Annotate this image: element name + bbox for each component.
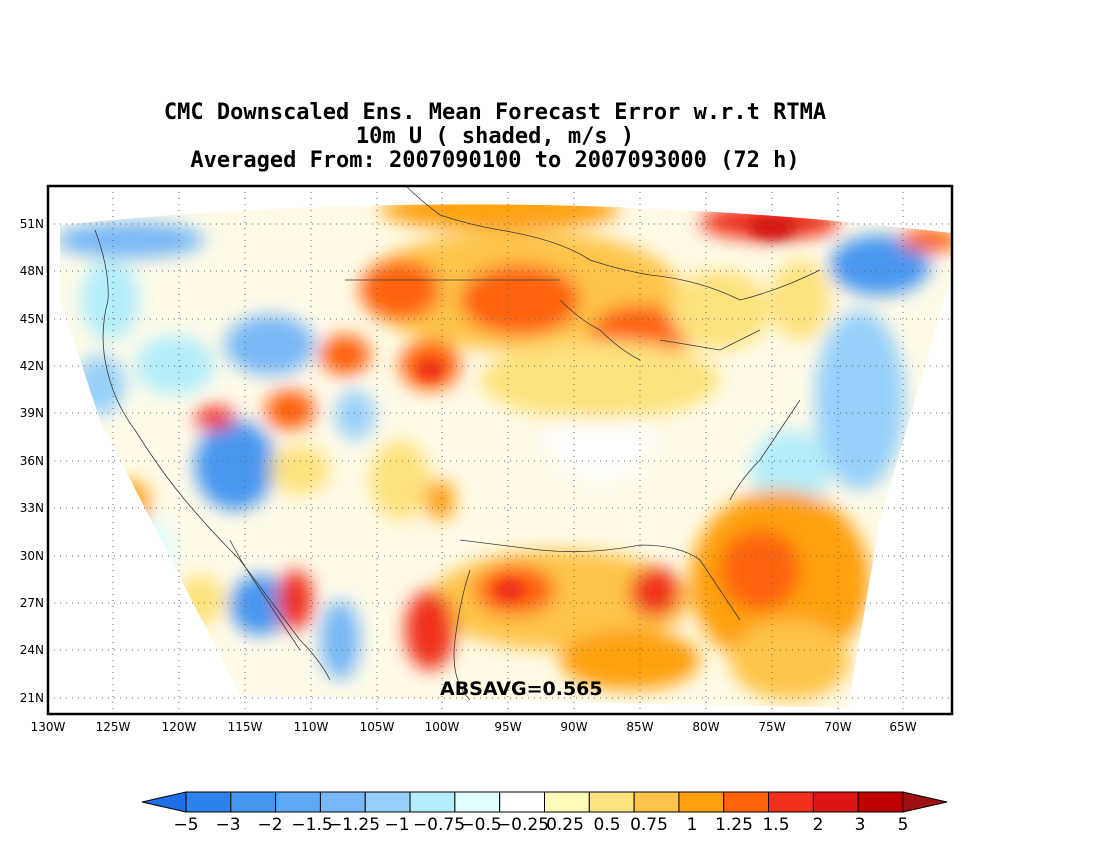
lon-axis: 130W 125W 120W 115W 110W 105W 100W 95W 9… — [31, 720, 917, 734]
colorbar-cell — [319, 791, 366, 813]
colorbar-cell — [454, 791, 501, 813]
lon-label: 95W — [494, 720, 521, 734]
colorbar-cell — [812, 791, 859, 813]
title-line-1: CMC Downscaled Ens. Mean Forecast Error … — [163, 100, 827, 125]
title-line-3: Averaged From: 2007090100 to 2007093000 … — [190, 148, 800, 173]
colorbar-cell — [723, 791, 770, 813]
plot-frame — [46, 184, 954, 716]
lat-label: 45N — [20, 312, 44, 326]
lon-label: 85W — [626, 720, 653, 734]
lat-label: 24N — [20, 643, 44, 657]
colorbar-label: −5 — [173, 815, 198, 835]
gridlines — [48, 186, 952, 714]
lon-label: 115W — [228, 720, 263, 734]
lat-label: 36N — [20, 454, 44, 468]
lon-label: 120W — [162, 720, 197, 734]
colorbar-label: −0.75 — [413, 815, 465, 835]
lon-label: 125W — [96, 720, 131, 734]
coastlines — [94, 184, 821, 701]
lon-label: 130W — [31, 720, 66, 734]
colorbar-label: 2 — [813, 815, 824, 835]
colorbar-cell — [857, 791, 904, 813]
colorbar-label: −0.25 — [497, 815, 549, 835]
colorbar-cell — [275, 791, 321, 813]
shaded-field — [60, 204, 952, 708]
colorbar-cell — [678, 791, 725, 813]
lon-label: 110W — [294, 720, 329, 734]
colorbar-label: 3 — [855, 815, 866, 835]
lon-label: 100W — [425, 720, 460, 734]
colorbar-label: 5 — [898, 815, 909, 835]
colorbar-label: 1 — [687, 815, 698, 835]
lon-label: 65W — [889, 720, 916, 734]
lat-axis: 51N 48N 45N 42N 39N 36N 33N 30N 27N 24N … — [20, 217, 44, 705]
colorbar-cell — [364, 791, 411, 813]
colorbar-label: −1 — [384, 815, 409, 835]
lon-label: 75W — [758, 720, 785, 734]
lat-label: 42N — [20, 359, 44, 373]
lon-label: 80W — [692, 720, 719, 734]
colorbar-cell — [499, 791, 545, 813]
colorbar-label: 0.25 — [546, 815, 584, 835]
colorbar-label: 0.5 — [593, 815, 620, 835]
colorbar-label: 1.5 — [762, 815, 789, 835]
colorbar-label: 1.25 — [715, 815, 753, 835]
colorbar-label: −2 — [257, 815, 282, 835]
lat-label: 39N — [20, 406, 44, 420]
absavg-annotation: ABSAVG=0.565 — [440, 678, 603, 700]
lat-label: 21N — [20, 691, 44, 705]
colorbar-cell — [633, 791, 680, 813]
colorbar-cell — [230, 791, 277, 813]
colorbar-label: −3 — [215, 815, 240, 835]
colorbar-cell — [544, 791, 590, 813]
colorbar-cell — [588, 791, 635, 813]
colorbar-cell — [768, 791, 814, 813]
colorbar-labels: −5 −3 −2 −1.5 −1.25 −1 −0.75 −0.5 −0.25 … — [173, 815, 908, 835]
colorbar-cell — [185, 791, 232, 813]
lon-label: 105W — [360, 720, 395, 734]
colorbar-label: −0.5 — [460, 815, 501, 835]
lon-label: 70W — [824, 720, 851, 734]
colorbar-label: −1.25 — [328, 815, 380, 835]
colorbar-arrow-high — [902, 791, 948, 813]
colorbar-label: −1.5 — [291, 815, 332, 835]
colorbar-cell — [409, 791, 456, 813]
lon-label: 90W — [560, 720, 587, 734]
lat-label: 48N — [20, 264, 44, 278]
lat-label: 33N — [20, 501, 44, 515]
colorbar-cells — [141, 791, 948, 813]
lat-label: 51N — [20, 217, 44, 231]
colorbar-arrow-low — [141, 791, 187, 813]
lat-label: 30N — [20, 549, 44, 563]
map-title: CMC Downscaled Ens. Mean Forecast Error … — [0, 101, 990, 173]
title-line-2: 10m U ( shaded, m/s ) — [355, 124, 635, 149]
colorbar-label: 0.75 — [630, 815, 668, 835]
lat-label: 27N — [20, 596, 44, 610]
